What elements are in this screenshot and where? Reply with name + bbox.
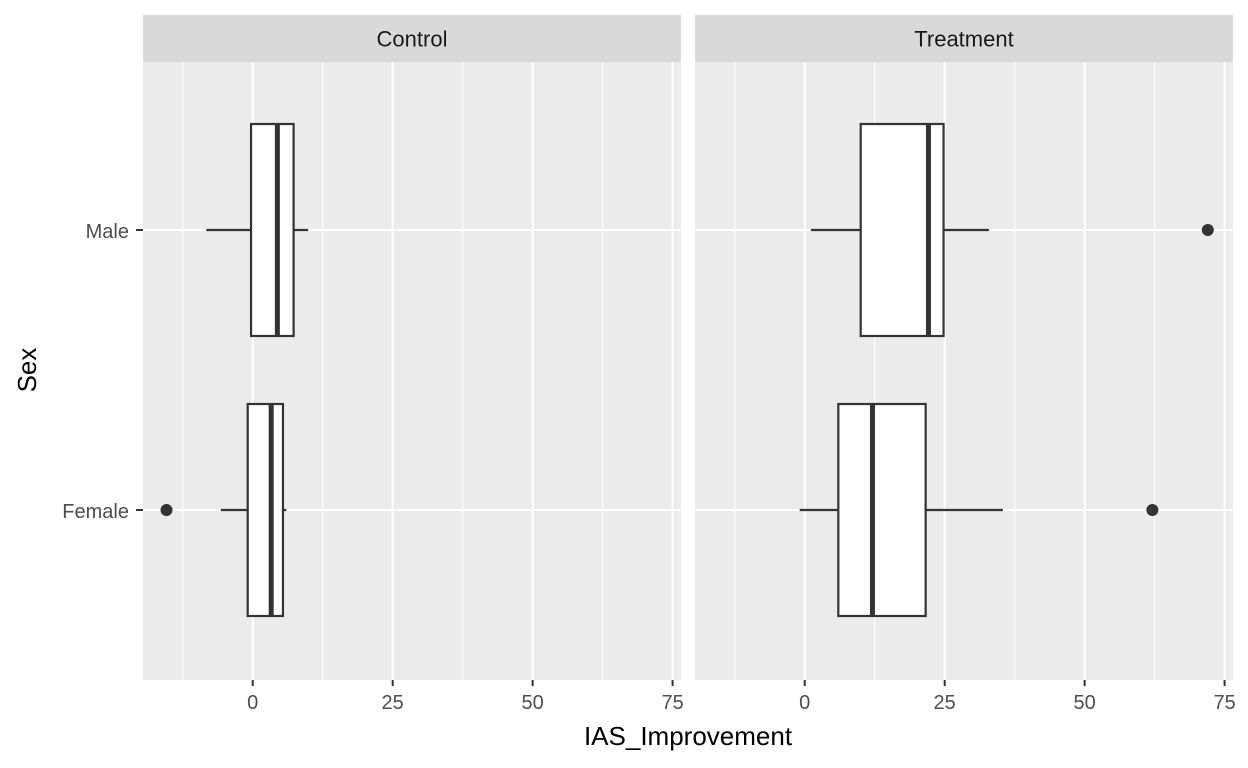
x-tick-label: 0 — [247, 692, 258, 714]
box-iqr — [246, 402, 285, 618]
x-tick-label: 75 — [1213, 692, 1235, 714]
facets-layer: Control 0 25 50 75 Treatment 0 25 50 75 — [143, 15, 1236, 714]
box-male — [206, 122, 309, 338]
box-iqr — [859, 122, 945, 338]
facet-strip-label: Treatment — [914, 27, 1013, 52]
facet-strip — [143, 15, 681, 62]
y-axis: Female Male — [62, 221, 143, 523]
y-axis-title: Sex — [12, 348, 42, 393]
y-tick-label: Female — [62, 501, 129, 523]
x-tick-label: 50 — [1074, 692, 1096, 714]
y-tick-label: Male — [86, 221, 129, 243]
outlier-point — [1146, 504, 1159, 516]
panel-background — [143, 62, 681, 680]
outlier-point — [160, 504, 173, 516]
facet-panel-control: Control 0 25 50 75 — [143, 15, 684, 714]
x-axis-title: IAS_Improvement — [584, 721, 793, 751]
x-tick-label: 25 — [934, 692, 956, 714]
box-iqr — [837, 402, 927, 618]
x-tick-label: 0 — [799, 692, 810, 714]
x-tick-label: 25 — [382, 692, 404, 714]
panel-background — [695, 62, 1233, 680]
outlier-point — [1201, 224, 1214, 236]
x-tick-label: 75 — [661, 692, 683, 714]
box-female — [799, 402, 1159, 618]
facet-strip — [695, 15, 1233, 62]
box-iqr — [249, 122, 295, 338]
facet-panel-treatment: Treatment 0 25 50 75 — [695, 15, 1236, 714]
x-tick-label: 50 — [522, 692, 544, 714]
box-female — [160, 402, 287, 618]
box-male — [810, 122, 1214, 338]
facet-strip-label: Control — [377, 27, 448, 52]
